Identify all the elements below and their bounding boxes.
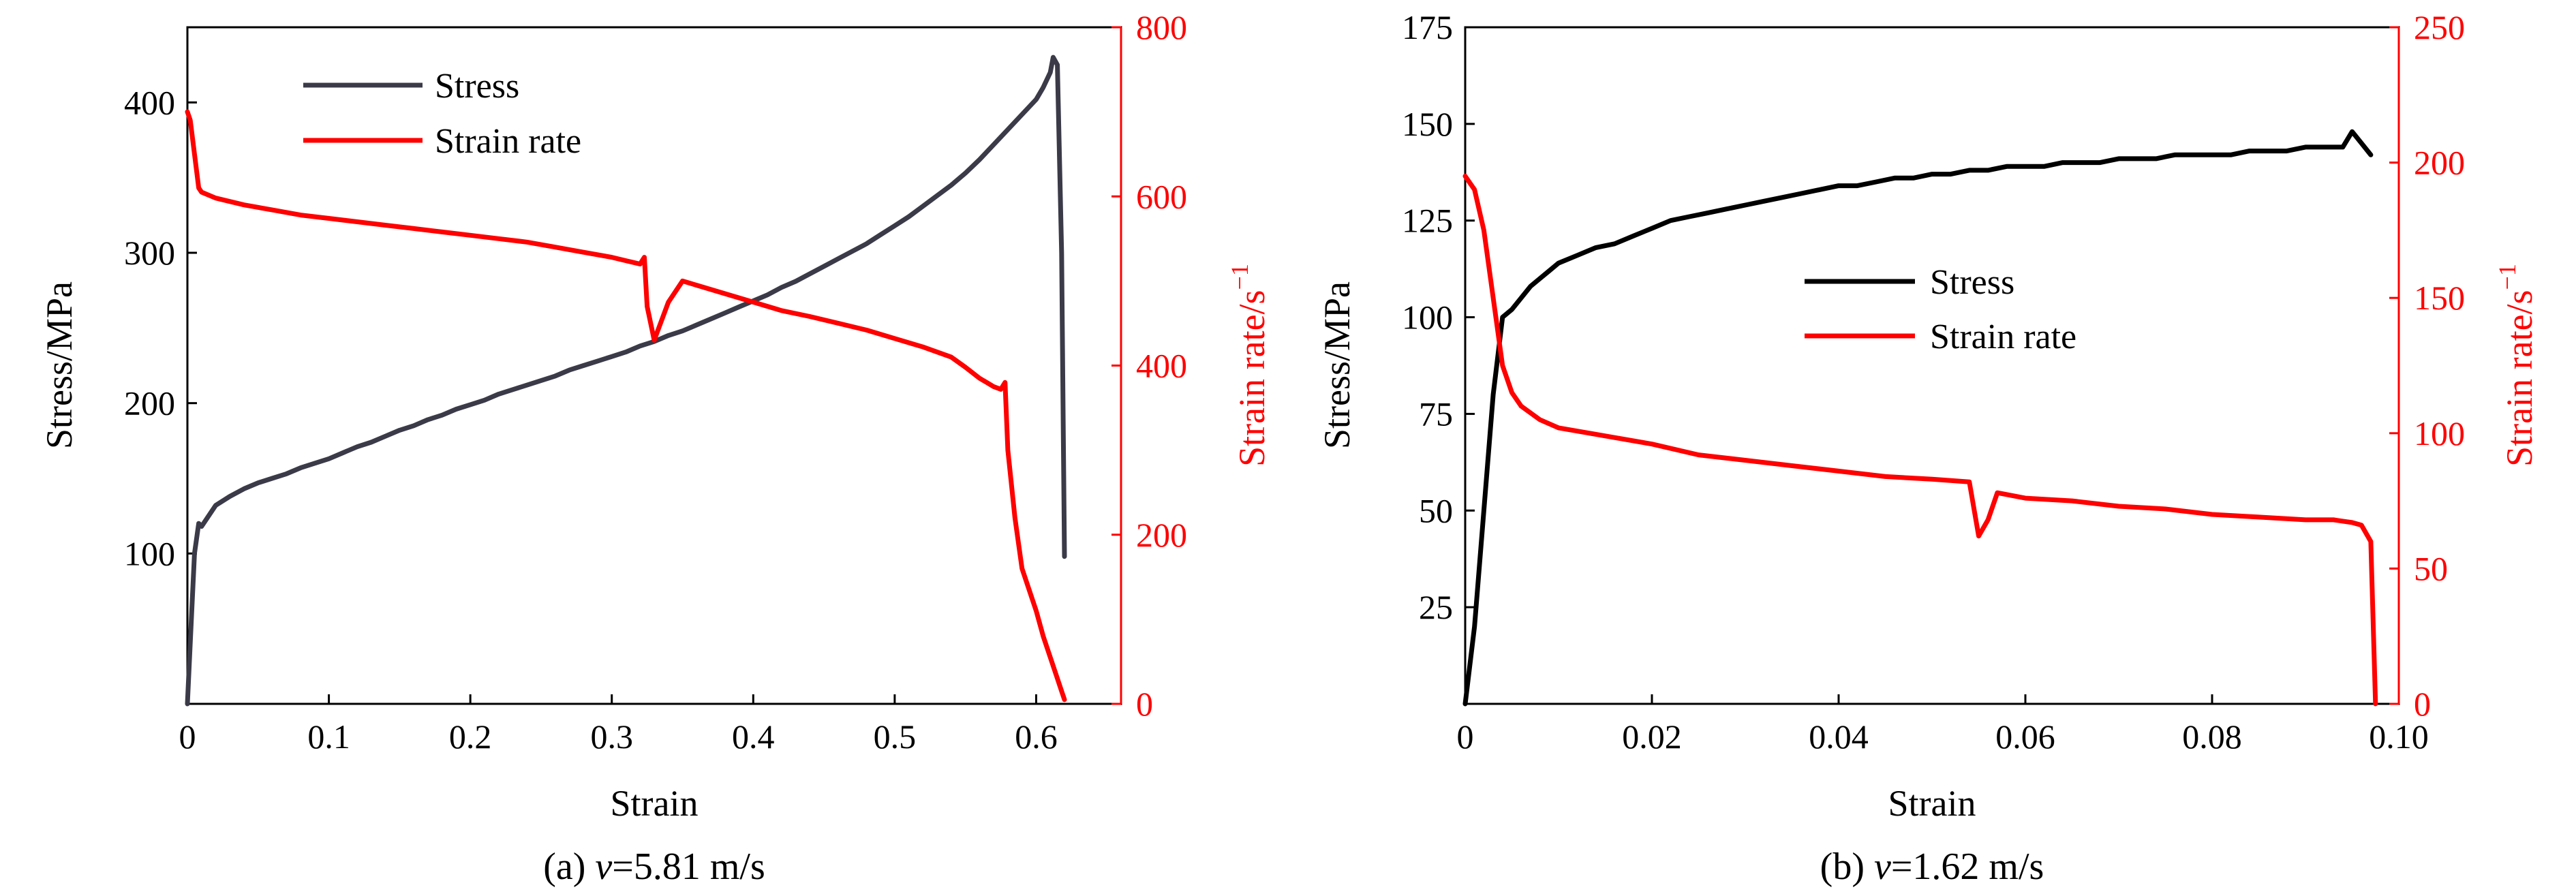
x-tick-label: 0.3 <box>590 717 633 756</box>
y-axis-label: Stress/MPa <box>1317 281 1358 449</box>
panel-a: 0 0.1 0.2 0.3 0.4 0.5 0.6 100 200 300 400 0 200 400… <box>39 8 1272 888</box>
y-tick-label: 150 <box>1402 105 1453 143</box>
x-tick-label: 0.5 <box>874 717 917 756</box>
x-tick-label: 0.2 <box>449 717 492 756</box>
x-tick-label: 0.04 <box>1809 717 1869 756</box>
x-tick-label: 0.02 <box>1622 717 1682 756</box>
panel-b: 0 0.02 0.04 0.06 0.08 0.10 25 50 75 100 125 150 175… <box>1317 8 2540 888</box>
legend-stress-label: Stress <box>435 67 519 106</box>
caption-variable: v <box>1874 846 1891 888</box>
y2-tick-label: 0 <box>1136 685 1153 723</box>
y-tick-label: 100 <box>124 534 175 572</box>
y-tick-label: 300 <box>124 234 175 272</box>
y2-tick-label: 50 <box>2414 549 2448 587</box>
y2-axis-label-base: Strain rate/s <box>2499 290 2540 466</box>
stress-line <box>185 55 1067 707</box>
y-tick-label: 50 <box>1419 491 1453 529</box>
y2-tick-label: 0 <box>2414 685 2431 723</box>
caption-value: =1.62 m/s <box>1891 846 2044 888</box>
y-tick-label: 125 <box>1402 202 1453 240</box>
series-group <box>1462 129 2378 707</box>
y-tick-label: 400 <box>124 83 175 121</box>
caption-prefix: (a) <box>543 846 595 888</box>
caption-b: (b) v=1.62 m/s <box>1820 846 2044 888</box>
caption-variable: v <box>595 846 612 888</box>
caption-prefix: (b) <box>1820 846 1874 888</box>
y-axis-left: 100 200 300 400 <box>124 83 197 572</box>
y2-tick-label: 100 <box>2414 414 2465 452</box>
x-tick-label: 0.6 <box>1015 717 1058 756</box>
x-tick-label: 0.4 <box>732 717 775 756</box>
y-axis-right: 0 200 400 600 800 <box>1111 8 1187 723</box>
y2-tick-label: 400 <box>1136 347 1187 385</box>
x-axis-label: Strain <box>611 783 699 824</box>
legend-stress-label: Stress <box>1930 263 2014 302</box>
x-axis: 0 0.1 0.2 0.3 0.4 0.5 0.6 <box>179 694 1058 756</box>
x-tick-label: 0.1 <box>307 717 350 756</box>
y2-tick-label: 200 <box>1136 516 1187 554</box>
y-tick-label: 25 <box>1419 588 1453 626</box>
plot-frame <box>1464 26 2400 705</box>
x-tick-label: 0.08 <box>2182 717 2242 756</box>
y-axis-right: 0 50 100 150 200 250 <box>2389 8 2465 723</box>
y2-axis-label-base: Strain rate/s <box>1231 290 1272 466</box>
stress-line <box>1462 129 2374 707</box>
legend-strain-rate-label: Strain rate <box>435 122 581 161</box>
y-tick-label: 175 <box>1402 8 1453 46</box>
legend-strain-rate-label: Strain rate <box>1930 318 2076 356</box>
x-axis-label: Strain <box>1888 783 1976 824</box>
legend: Stress Strain rate <box>303 67 581 161</box>
x-axis: 0 0.02 0.04 0.06 0.08 0.10 <box>1457 694 2429 756</box>
y2-tick-label: 150 <box>2414 279 2465 317</box>
caption-value: =5.81 m/s <box>612 846 765 888</box>
y-tick-label: 200 <box>124 384 175 422</box>
y2-axis-label: Strain rate/s−1 <box>1226 264 1272 467</box>
y2-axis-label: Strain rate/s−1 <box>2494 264 2540 467</box>
y2-axis-label-exponent: −1 <box>1226 264 1253 290</box>
x-tick-label: 0.10 <box>2369 717 2429 756</box>
strain-rate-line <box>185 109 1067 702</box>
strain-rate-line <box>1462 174 2378 707</box>
y-tick-label: 100 <box>1402 298 1453 337</box>
y2-tick-label: 800 <box>1136 8 1187 46</box>
x-tick-label: 0.06 <box>1995 717 2055 756</box>
x-tick-label: 0 <box>1457 717 1474 756</box>
series-group <box>185 55 1067 707</box>
y-axis-left: 25 50 75 100 125 150 175 <box>1402 8 1475 626</box>
y-tick-label: 75 <box>1419 395 1453 433</box>
legend: Stress Strain rate <box>1805 263 2076 356</box>
plot-frame <box>186 26 1122 705</box>
caption-a: (a) v=5.81 m/s <box>543 846 765 888</box>
x-tick-label: 0 <box>179 717 196 756</box>
y-axis-label: Stress/MPa <box>39 281 80 449</box>
y2-tick-label: 600 <box>1136 177 1187 215</box>
y2-tick-label: 250 <box>2414 8 2465 46</box>
y2-tick-label: 200 <box>2414 144 2465 182</box>
y2-axis-label-exponent: −1 <box>2494 264 2521 290</box>
